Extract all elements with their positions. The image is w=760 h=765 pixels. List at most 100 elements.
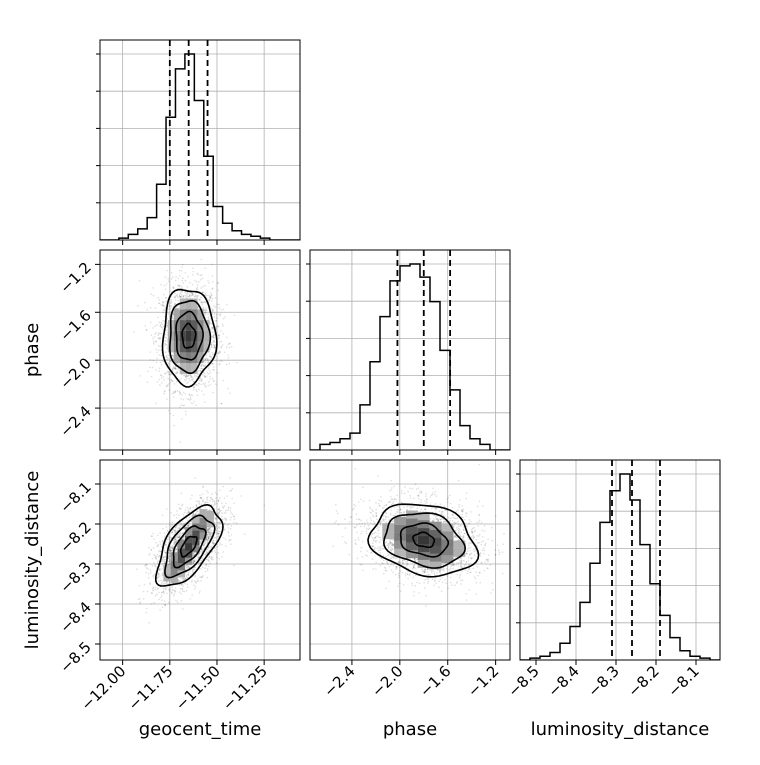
sample-point bbox=[187, 587, 189, 589]
sample-point bbox=[216, 557, 218, 559]
sample-point bbox=[177, 300, 179, 302]
sample-point bbox=[204, 502, 206, 504]
sample-point bbox=[214, 313, 216, 315]
sample-point bbox=[193, 585, 195, 587]
sample-point bbox=[207, 313, 209, 315]
sample-point bbox=[226, 524, 228, 526]
sample-point bbox=[191, 395, 193, 397]
sample-point bbox=[212, 336, 214, 338]
sample-point bbox=[477, 506, 479, 508]
sample-point bbox=[192, 295, 194, 297]
sample-point bbox=[165, 386, 167, 388]
sample-point bbox=[225, 510, 227, 512]
sample-point bbox=[166, 359, 168, 361]
sample-point bbox=[183, 399, 185, 401]
sample-point bbox=[169, 548, 171, 550]
sample-point bbox=[212, 281, 214, 283]
sample-point bbox=[194, 560, 196, 562]
sample-point bbox=[189, 394, 191, 396]
sample-point bbox=[159, 532, 161, 534]
sample-point bbox=[215, 320, 217, 322]
sample-point bbox=[166, 398, 168, 400]
sample-point bbox=[230, 512, 232, 514]
sample-point bbox=[165, 351, 167, 353]
sample-point bbox=[228, 532, 230, 534]
sample-point bbox=[229, 343, 231, 345]
sample-point bbox=[213, 505, 215, 507]
sample-point bbox=[190, 598, 192, 600]
sample-point bbox=[165, 544, 167, 546]
sample-point bbox=[165, 288, 167, 290]
sample-point bbox=[159, 299, 161, 301]
sample-point bbox=[198, 580, 200, 582]
sample-point bbox=[228, 540, 230, 542]
sample-point bbox=[185, 280, 187, 282]
sample-point bbox=[219, 489, 221, 491]
sample-point bbox=[208, 385, 210, 387]
sample-point bbox=[179, 508, 181, 510]
sample-point bbox=[215, 497, 217, 499]
sample-point bbox=[139, 598, 141, 600]
sample-point bbox=[209, 500, 211, 502]
sample-point bbox=[161, 364, 163, 366]
sample-point bbox=[170, 379, 172, 381]
sample-point bbox=[190, 507, 192, 509]
sample-point bbox=[156, 361, 158, 363]
sample-point bbox=[228, 527, 230, 529]
sample-point bbox=[218, 500, 220, 502]
sample-point bbox=[143, 591, 145, 593]
sample-point bbox=[207, 568, 209, 570]
sample-point bbox=[169, 559, 171, 561]
sample-point bbox=[186, 517, 188, 519]
sample-point bbox=[217, 546, 219, 548]
sample-point bbox=[358, 539, 360, 541]
sample-point bbox=[206, 559, 208, 561]
sample-point bbox=[176, 530, 178, 532]
sample-point bbox=[378, 499, 380, 501]
sample-point bbox=[205, 267, 207, 269]
sample-point bbox=[201, 301, 203, 303]
sample-point bbox=[395, 574, 397, 576]
sample-point bbox=[218, 552, 220, 554]
sample-point bbox=[165, 340, 167, 342]
sample-point bbox=[208, 565, 210, 567]
sample-point bbox=[192, 571, 194, 573]
sample-point bbox=[439, 510, 441, 512]
sample-point bbox=[169, 413, 171, 415]
sample-point bbox=[159, 242, 161, 244]
sample-point bbox=[164, 310, 166, 312]
sample-point bbox=[201, 379, 203, 381]
sample-point bbox=[166, 526, 168, 528]
sample-point bbox=[164, 604, 166, 606]
sample-point bbox=[144, 584, 146, 586]
sample-point bbox=[189, 570, 191, 572]
sample-point bbox=[194, 588, 196, 590]
sample-point bbox=[218, 352, 220, 354]
sample-point bbox=[207, 372, 209, 374]
sample-point bbox=[144, 302, 146, 304]
sample-point bbox=[186, 378, 188, 380]
sample-point bbox=[151, 592, 153, 594]
sample-point bbox=[181, 270, 183, 272]
sample-point bbox=[193, 513, 195, 515]
sample-point bbox=[228, 357, 230, 359]
sample-point bbox=[175, 280, 177, 282]
sample-point bbox=[155, 558, 157, 560]
sample-point bbox=[163, 379, 165, 381]
sample-point bbox=[206, 375, 208, 377]
sample-point bbox=[206, 563, 208, 565]
sample-point bbox=[215, 297, 217, 299]
sample-point bbox=[187, 286, 189, 288]
sample-point bbox=[151, 376, 153, 378]
sample-point bbox=[168, 552, 170, 554]
sample-point bbox=[215, 519, 217, 521]
sample-point bbox=[194, 576, 196, 578]
sample-point bbox=[240, 495, 242, 497]
sample-point bbox=[177, 297, 179, 299]
sample-point bbox=[209, 563, 211, 565]
sample-point bbox=[194, 296, 196, 298]
sample-point bbox=[186, 513, 188, 515]
sample-point bbox=[208, 373, 210, 375]
sample-point bbox=[213, 340, 215, 342]
sample-point bbox=[194, 376, 196, 378]
